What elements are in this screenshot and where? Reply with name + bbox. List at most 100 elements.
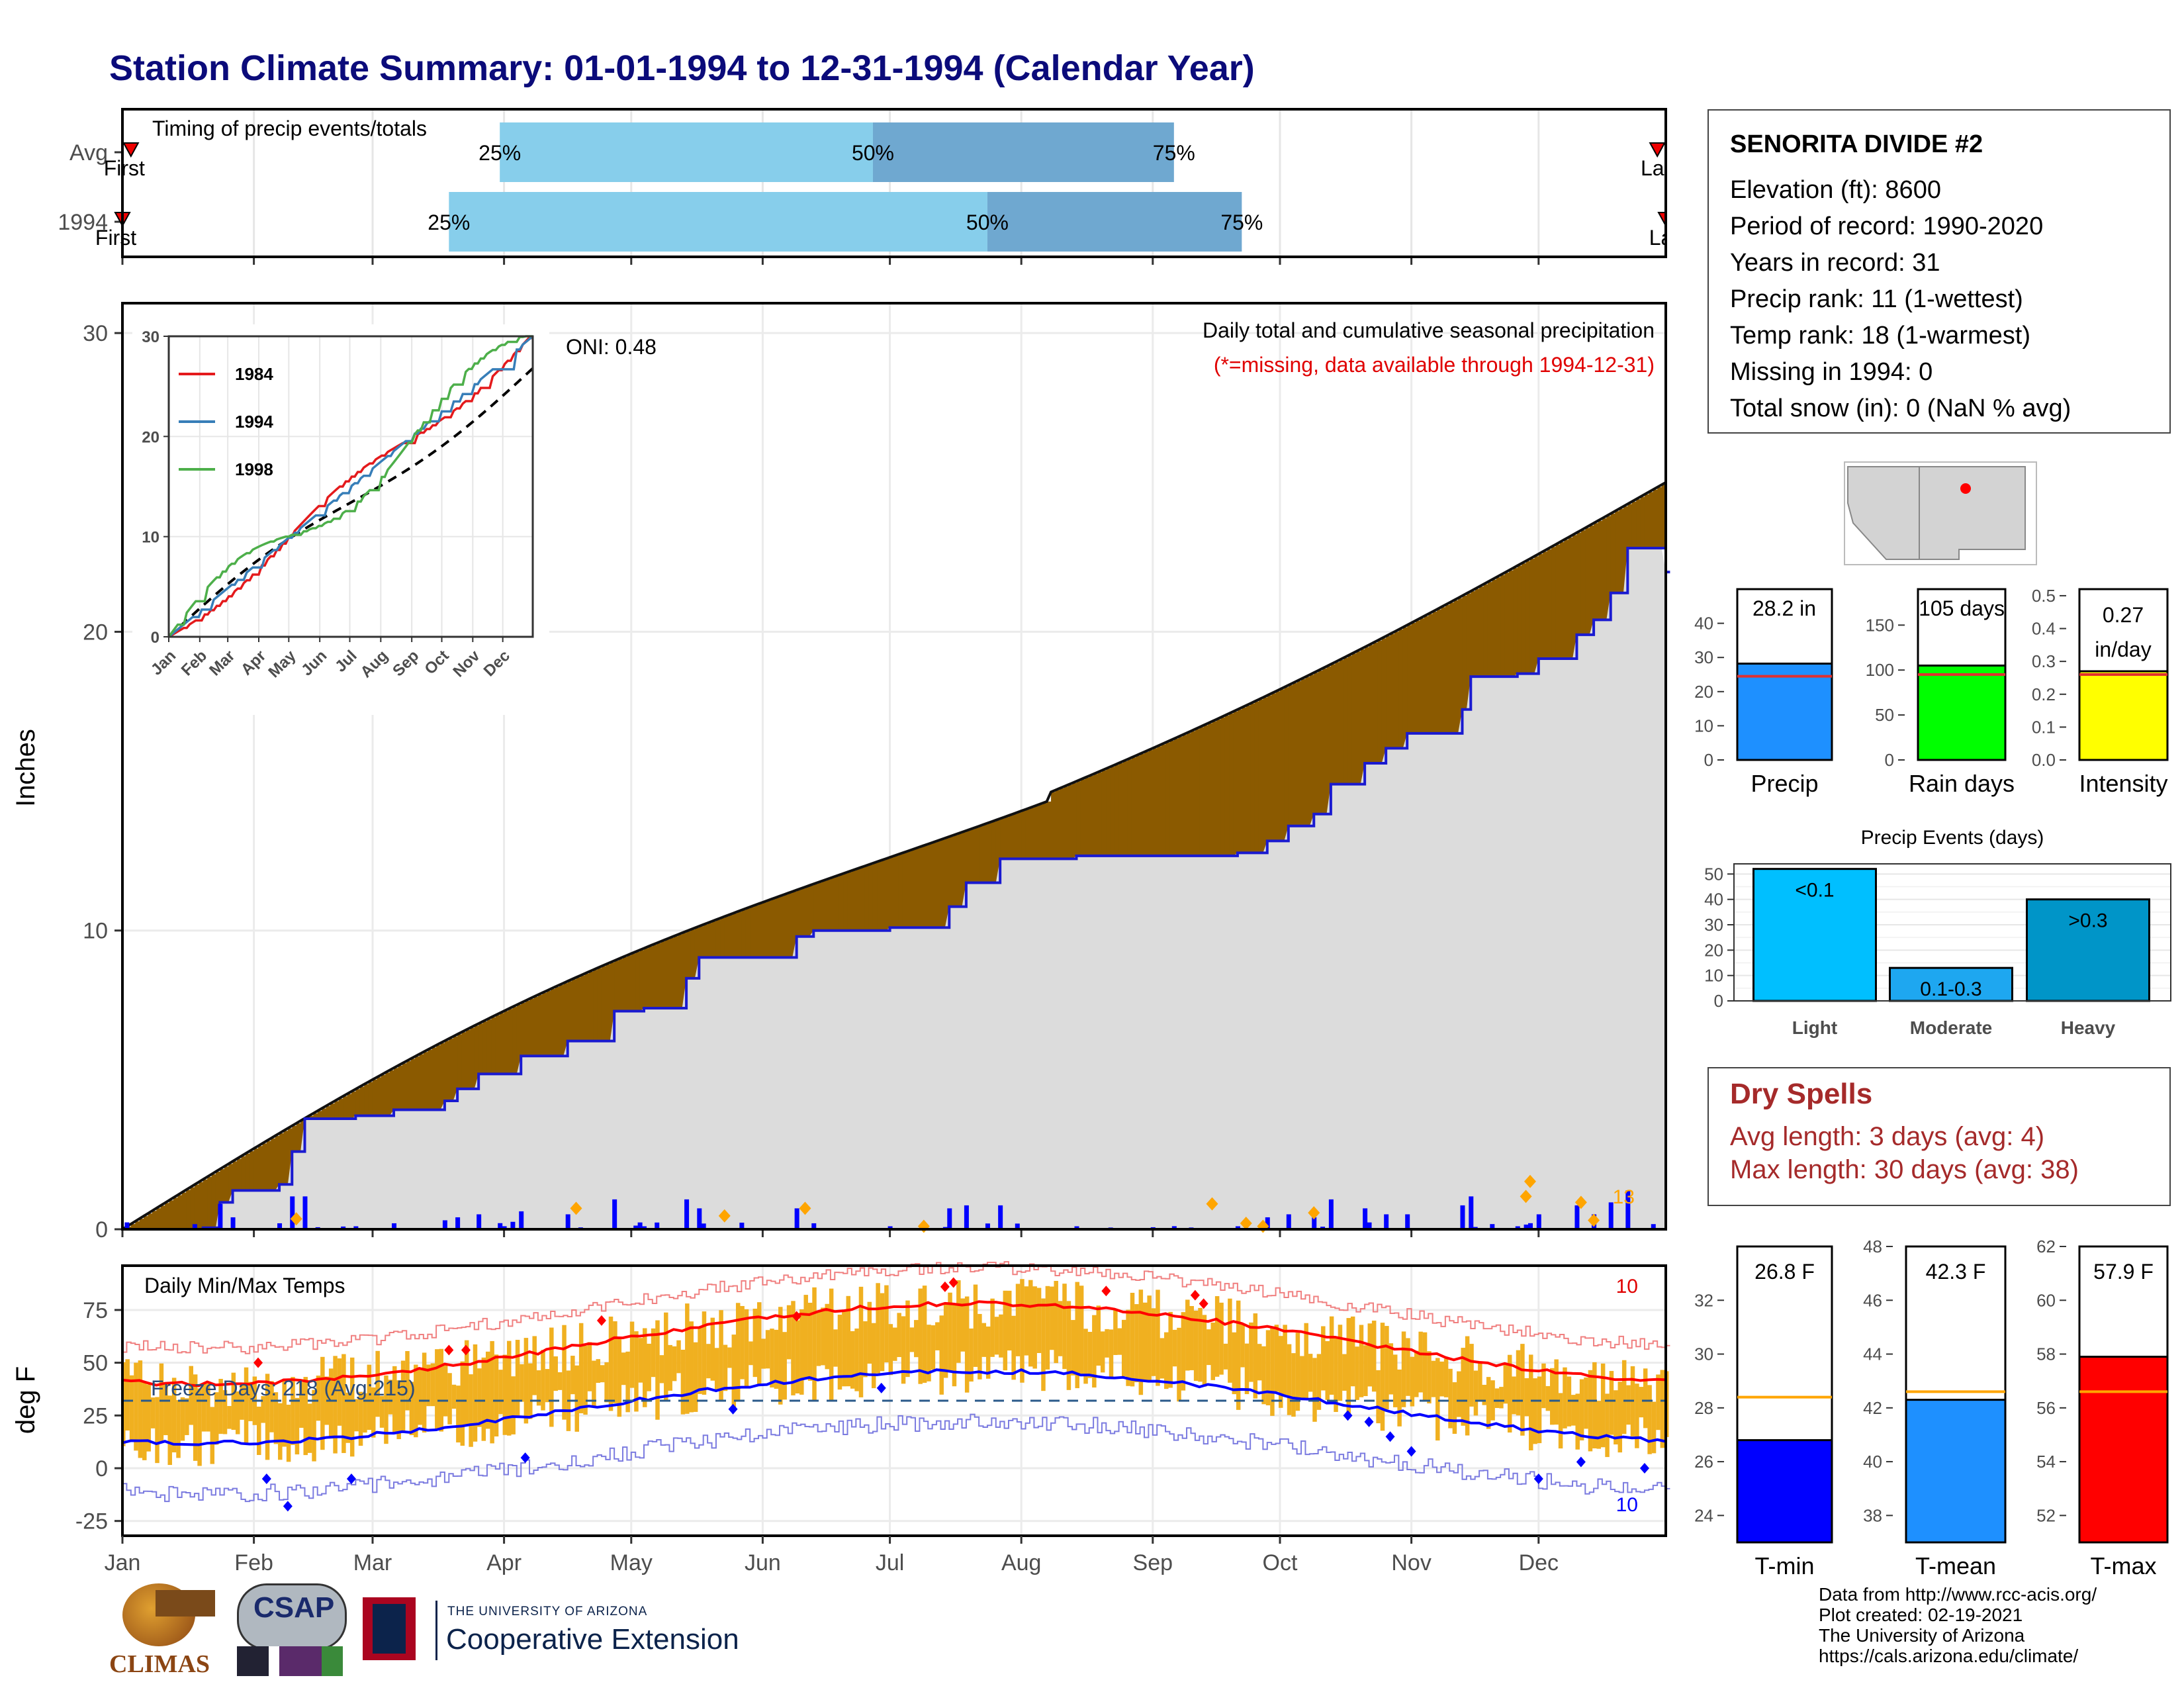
daily-temp-bar	[1350, 1316, 1355, 1387]
month-label: Jul	[876, 1550, 904, 1575]
record-high-marker	[596, 1315, 606, 1326]
daily-precip-bar	[1490, 1224, 1495, 1229]
precip-anomaly-fill	[1343, 657, 1349, 784]
daily-temp-bar	[1181, 1312, 1186, 1391]
precip-anomaly-fill	[919, 847, 925, 928]
daily-precip-bar	[1405, 1214, 1410, 1229]
daily-temp-bar	[850, 1331, 855, 1389]
precip-anomaly-fill	[1263, 697, 1268, 853]
month-label: Dec	[1519, 1550, 1559, 1575]
inset-legend-label: 1994	[235, 412, 273, 432]
daily-temp-bar	[180, 1397, 185, 1441]
station-elevation: Elevation (ft): 8600	[1730, 176, 1941, 204]
events-ytick-label: 20	[1704, 940, 1723, 960]
record-low-marker	[261, 1473, 271, 1484]
precip-anomaly-fill	[639, 950, 645, 1011]
record-high-marker	[444, 1344, 454, 1356]
daily-precip-bar	[192, 1224, 197, 1229]
daily-temp-bar	[473, 1344, 478, 1442]
precip-anomaly-fill	[707, 923, 713, 958]
record-low-marker	[1639, 1463, 1649, 1474]
precip-anomaly-fill	[572, 979, 577, 1041]
daily-temp-bar	[613, 1321, 617, 1403]
precip-anomaly-fill	[512, 1007, 518, 1074]
station-precip-rank: Precip rank: 11 (1-wettest)	[1730, 285, 2023, 313]
daily-temp-bar	[1164, 1332, 1169, 1389]
events-frame	[1733, 863, 2171, 1002]
precip-anomaly-fill	[682, 933, 687, 1009]
daily-precip-bar	[811, 1223, 817, 1229]
precip-anomaly-fill	[576, 977, 581, 1041]
precip-anomaly-fill	[758, 904, 763, 958]
daily-temp-bar	[752, 1308, 758, 1378]
daily-temp-bar	[922, 1286, 927, 1383]
precip-anomaly-fill	[1212, 721, 1217, 856]
record-low-marker	[346, 1473, 356, 1484]
daily-temp-bar	[481, 1357, 486, 1441]
timing-bar-q2	[500, 122, 873, 182]
daily-temp-bar	[969, 1328, 974, 1382]
precip-anomaly-fill	[1254, 701, 1259, 853]
precip-anomaly-fill	[1572, 535, 1578, 659]
event-bar-label: Light	[1792, 1017, 1837, 1038]
precip-anomaly-fill	[1428, 614, 1433, 733]
precip-anomaly-fill	[220, 1169, 225, 1203]
precip-anomaly-fill	[928, 844, 933, 928]
record-low-marker	[876, 1382, 886, 1393]
precip-anomaly-fill	[406, 1060, 412, 1110]
daily-temp-bar	[693, 1342, 698, 1412]
precip-anomaly-fill	[932, 842, 937, 928]
daily-temp-bar	[702, 1311, 707, 1395]
daily-temp-bar	[710, 1317, 715, 1381]
daily-temp-bar	[485, 1351, 490, 1429]
precip-panel-title: Daily total and cumulative seasonal prec…	[1203, 318, 1655, 342]
raindays-summary-ytick-label: 100	[1866, 660, 1894, 680]
precip-anomaly-fill	[737, 912, 742, 958]
precip-anomaly-fill	[1122, 761, 1128, 856]
daily-temp-bar	[1058, 1301, 1063, 1356]
precip-anomaly-fill	[1390, 633, 1395, 749]
precip-anomaly-fill	[627, 955, 632, 1011]
daily-temp-bar	[1062, 1284, 1067, 1370]
timing-bar-q3	[872, 122, 1174, 182]
precip-anomaly-fill	[1360, 649, 1365, 784]
precip-anomaly-fill	[440, 1043, 445, 1110]
daily-temp-bar	[363, 1393, 367, 1433]
precip-anomaly-fill	[508, 1009, 514, 1074]
daily-temp-bar	[578, 1323, 584, 1414]
precip-ytick-label: 20	[83, 620, 108, 645]
precip-anomaly-fill	[665, 939, 670, 1009]
daily-temp-bar	[583, 1346, 588, 1415]
tmean-summary-ytick-label: 42	[1863, 1398, 1882, 1418]
daily-temp-bar	[1478, 1362, 1482, 1402]
station-name: SENORITA DIVIDE #2	[1730, 130, 1983, 158]
precip-anomaly-fill	[1220, 717, 1226, 856]
precip-anomaly-fill	[593, 970, 598, 1041]
daily-temp-bar	[235, 1391, 240, 1434]
precip-anomaly-fill	[211, 1174, 216, 1228]
daily-precip-bar	[498, 1223, 503, 1229]
precip-summary-ytick-label: 30	[1694, 647, 1713, 667]
daily-temp-bar	[1172, 1329, 1177, 1367]
daily-precip-bar	[1469, 1196, 1474, 1229]
daily-temp-bar	[727, 1347, 732, 1368]
precip-anomaly-fill	[1365, 647, 1370, 763]
daily-precip-bar	[1625, 1190, 1631, 1229]
daily-temp-bar	[1092, 1315, 1097, 1388]
timing-bar-q2	[449, 192, 987, 252]
precip-anomaly-fill	[1030, 808, 1035, 859]
daily-temp-bar	[829, 1288, 834, 1401]
precip-anomaly-fill	[398, 1065, 403, 1110]
precip-anomaly-fill	[1271, 693, 1277, 841]
intensity-summary-ytick-label: 0.4	[2032, 619, 2056, 639]
daily-temp-bar	[978, 1313, 982, 1380]
daily-temp-bar	[1431, 1360, 1436, 1397]
tmax-summary-ytick-label: 54	[2036, 1452, 2056, 1472]
daily-temp-bar	[142, 1382, 147, 1460]
daily-temp-bar	[1563, 1367, 1567, 1429]
precip-anomaly-fill	[940, 839, 946, 928]
precip-anomaly-fill	[1199, 727, 1205, 856]
precip-anomaly-fill	[652, 945, 657, 1009]
precip-anomaly-fill	[491, 1017, 496, 1074]
intensity-summary-value-bar	[2078, 670, 2169, 761]
